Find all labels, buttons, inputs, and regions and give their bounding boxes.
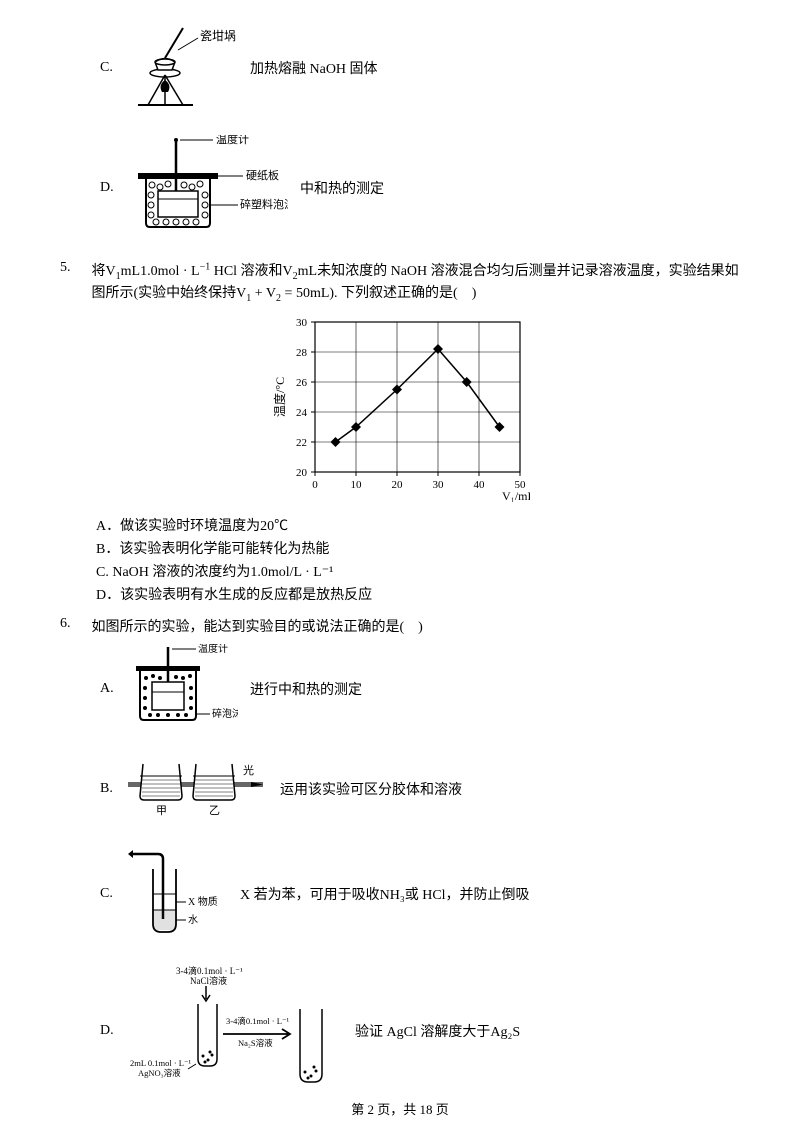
svg-text:26: 26 — [296, 377, 308, 389]
q5-chart-container: 01020304050202224262830V₁/mL温度/°C — [60, 312, 740, 507]
svg-text:0: 0 — [312, 479, 318, 491]
q5-options: A．做该实验时环境温度为20℃ B．该实验表明化学能可能转化为热能 C. NaO… — [96, 515, 740, 604]
svg-text:X 物质: X 物质 — [188, 895, 218, 908]
svg-text:22: 22 — [296, 437, 307, 449]
q6-opt-d-row: D. 3-4滴0.1mol · L⁻¹ NaCl溶液 2mL 0.1mol · … — [100, 964, 740, 1099]
q6b-diagram: 光 甲 乙 — [128, 754, 268, 824]
q6a-label: A. — [100, 681, 120, 697]
svg-text:24: 24 — [296, 407, 308, 419]
svg-text:NaCl溶液: NaCl溶液 — [190, 975, 227, 986]
q6d-text: 验证 AgCl 溶解度大于Ag₂S — [355, 1021, 520, 1041]
svg-text:碎泡沫: 碎泡沫 — [212, 707, 238, 720]
svg-text:Na₂S溶液: Na₂S溶液 — [238, 1038, 273, 1048]
svg-text:2mL 0.1mol · L⁻¹: 2mL 0.1mol · L⁻¹ — [130, 1058, 191, 1068]
option-d-text: 中和热的测定 — [300, 178, 384, 198]
svg-text:碎塑料泡沫: 碎塑料泡沫 — [240, 197, 288, 211]
q6-opt-b-row: B. 光 甲 乙 运用该实验可区分胶体和溶液 — [100, 754, 740, 824]
q6-opt-c-row: C. X 物质 水 X 若为苯，可用于吸收NH₃或 HCl，并防止倒吸 — [100, 844, 740, 944]
svg-text:硬纸板: 硬纸板 — [246, 168, 279, 182]
svg-text:甲: 甲 — [156, 805, 167, 817]
svg-text:20: 20 — [296, 467, 308, 479]
svg-text:30: 30 — [433, 479, 445, 491]
option-c-row: C. 瓷坩埚 加热熔融 NaOH 固体 — [100, 20, 740, 115]
q6-opt-a-row: A. 温度计 碎泡沫 — [100, 644, 740, 734]
option-c-text: 加热熔融 NaOH 固体 — [250, 58, 378, 78]
svg-text:温度计: 温度计 — [198, 644, 228, 655]
option-d-row: D. 硬纸板 温度计 碎塑料泡沫 中和热的测定 — [100, 135, 740, 240]
q6b-label: B. — [100, 781, 120, 797]
calorimeter-diagram: 硬纸板 温度计 碎塑料泡沫 — [128, 135, 288, 240]
svg-text:3-4滴0.1mol · L⁻¹: 3-4滴0.1mol · L⁻¹ — [226, 1016, 289, 1026]
q6-text: 如图所示的实验，能达到实验目的或说法正确的是( ) — [92, 616, 740, 636]
q6c-text: X 若为苯，可用于吸收NH₃或 HCl，并防止倒吸 — [240, 884, 530, 904]
q6d-diagram: 3-4滴0.1mol · L⁻¹ NaCl溶液 2mL 0.1mol · L⁻¹… — [128, 964, 343, 1099]
svg-text:AgNO₃溶液: AgNO₃溶液 — [138, 1068, 181, 1078]
svg-text:3-4滴0.1mol · L⁻¹: 3-4滴0.1mol · L⁻¹ — [176, 965, 243, 976]
q5-opt-b: B．该实验表明化学能可能转化为热能 — [96, 538, 740, 558]
q6-number: 6. — [60, 616, 88, 632]
question-6: 6. 如图所示的实验，能达到实验目的或说法正确的是( ) A. 温度计 — [60, 616, 740, 1099]
svg-text:40: 40 — [474, 479, 486, 491]
q5-opt-d: D．该实验表明有水生成的反应都是放热反应 — [96, 584, 740, 604]
question-5: 5. 将V1mL1.0mol · L−1 HCl 溶液和V2mL未知浓度的 Na… — [60, 260, 740, 604]
temperature-chart: 01020304050202224262830V₁/mL温度/°C — [270, 312, 530, 502]
q6a-diagram: 温度计 碎泡沫 — [128, 644, 238, 734]
svg-text:30: 30 — [296, 317, 308, 329]
svg-text:温度计: 温度计 — [216, 135, 249, 146]
svg-text:20: 20 — [392, 479, 404, 491]
q6c-label: C. — [100, 886, 120, 902]
option-d-label: D. — [100, 180, 120, 196]
q5-opt-a: A．做该实验时环境温度为20℃ — [96, 515, 740, 535]
crucible-diagram: 瓷坩埚 — [128, 20, 238, 115]
q5-body: 将V1mL1.0mol · L−1 HCl 溶液和V2mL未知浓度的 NaOH … — [92, 260, 740, 304]
svg-text:光: 光 — [243, 763, 254, 777]
option-c-label: C. — [100, 60, 120, 76]
crucible-annot: 瓷坩埚 — [200, 29, 236, 43]
q6d-label: D. — [100, 1023, 120, 1039]
svg-text:温度/°C: 温度/°C — [272, 377, 287, 417]
svg-text:水: 水 — [188, 914, 198, 926]
q6c-diagram: X 物质 水 — [128, 844, 228, 944]
q6b-text: 运用该实验可区分胶体和溶液 — [280, 779, 462, 799]
q5-number: 5. — [60, 260, 88, 276]
svg-text:V₁/mL: V₁/mL — [502, 489, 530, 502]
q5-opt-c: C. NaOH 溶液的浓度约为1.0mol/L · L⁻¹ — [96, 561, 740, 581]
page-footer: 第 2 页，共 18 页 — [0, 1099, 800, 1118]
q6a-text: 进行中和热的测定 — [250, 679, 362, 699]
svg-text:乙: 乙 — [209, 804, 220, 817]
svg-text:10: 10 — [351, 479, 363, 491]
svg-text:28: 28 — [296, 347, 308, 359]
